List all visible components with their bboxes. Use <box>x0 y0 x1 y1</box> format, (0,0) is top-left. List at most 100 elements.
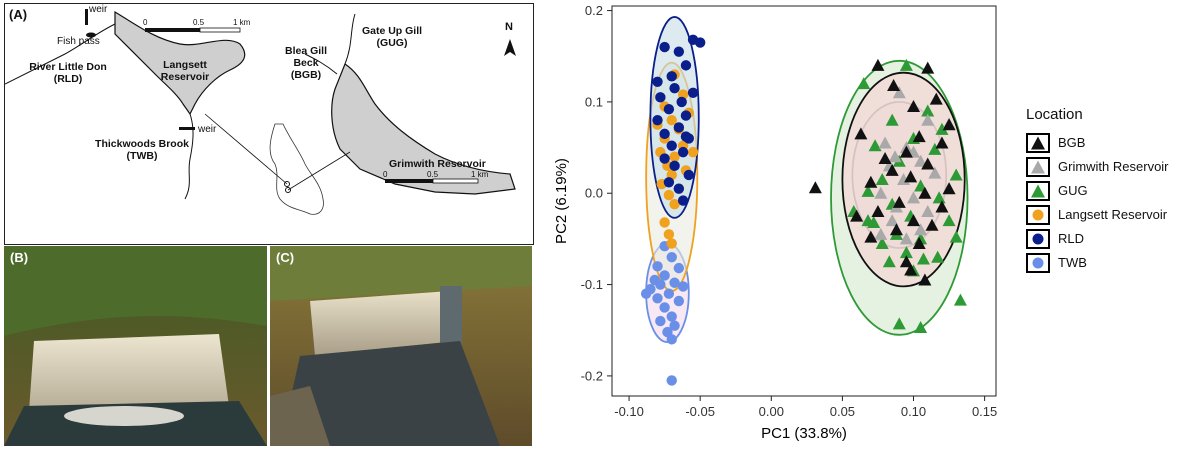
photo-b-weir: (B) <box>4 246 267 446</box>
point-rld <box>663 177 675 188</box>
panel-label-b: (B) <box>10 250 29 265</box>
point-rld <box>666 140 677 151</box>
data-points <box>640 34 967 386</box>
point-gug <box>857 77 871 90</box>
point-bgb <box>892 195 906 208</box>
point-langsett-reservoir <box>659 217 670 228</box>
point-gug <box>935 122 949 135</box>
point-gug <box>928 142 942 155</box>
point-gug <box>868 139 882 152</box>
point-bgb <box>899 255 913 268</box>
point-twb <box>666 251 677 263</box>
point-rld <box>677 195 689 206</box>
weir-label-twb: weir <box>198 124 217 135</box>
point-twb <box>663 288 675 299</box>
point-twb <box>652 261 663 272</box>
point-twb <box>669 320 680 331</box>
point-bgb <box>871 205 885 218</box>
photo-c-weir: (C) <box>270 246 532 446</box>
point-langsett-reservoir <box>669 198 680 210</box>
point-twb <box>666 334 677 345</box>
scale2-mid: 0.5 <box>427 170 439 179</box>
legend-item-label: Grimwith Reservoir <box>1058 159 1169 174</box>
langsett-label-1: Langsett <box>163 59 207 71</box>
point-bgb <box>854 127 868 140</box>
y-tick-label: -0.2 <box>581 368 603 383</box>
confidence-ellipses <box>645 16 969 344</box>
legend-item-label: Langsett Reservoir <box>1058 207 1168 222</box>
uk-outline <box>269 123 324 215</box>
legend-item-label: RLD <box>1058 231 1085 246</box>
point-gug <box>932 191 946 204</box>
point-gug <box>875 236 889 249</box>
panel-label-a: (A) <box>9 7 28 22</box>
point-gug <box>861 214 875 227</box>
point-gug <box>942 214 956 227</box>
point-gug <box>899 246 913 259</box>
point-gug <box>914 179 928 192</box>
weir-label-top: weir <box>89 4 108 15</box>
point-rld <box>652 76 663 88</box>
point-bgb <box>912 236 926 249</box>
point-bgb <box>929 92 943 105</box>
gug-label-1: Gate Up Gill <box>361 25 423 37</box>
point-rld <box>680 60 692 71</box>
point-bgb <box>878 152 892 165</box>
x-tick-label: 0.00 <box>759 404 784 419</box>
point-bgb <box>808 181 822 194</box>
point-rld <box>655 92 666 103</box>
point-bgb <box>942 118 956 131</box>
point-rld <box>669 83 680 94</box>
point-gug <box>885 113 899 126</box>
point-twb <box>655 279 666 290</box>
legend-key <box>1026 253 1050 273</box>
point-rld <box>673 183 685 194</box>
point-bgb <box>904 263 918 276</box>
scale2-end: 1 km <box>471 170 489 179</box>
legend-title: Location <box>1026 106 1083 123</box>
legend-key <box>1026 229 1050 249</box>
y-tick-label: 0.1 <box>585 94 603 109</box>
x-tick-label: -0.10 <box>614 404 644 419</box>
point-twb <box>645 283 656 295</box>
point-langsett-reservoir <box>666 114 677 126</box>
point-bgb <box>871 58 885 71</box>
point-langsett-reservoir <box>669 151 680 162</box>
point-bgb <box>935 200 949 213</box>
point-bgb <box>921 157 935 170</box>
point-rld <box>680 110 692 121</box>
point-rld <box>673 46 685 57</box>
point-twb <box>659 302 670 313</box>
legend-key <box>1026 133 1050 153</box>
legend-key <box>1026 157 1050 177</box>
point-bgb <box>864 230 878 243</box>
fish-pass-label: Fish pass <box>57 36 100 47</box>
plot-frame <box>611 5 997 397</box>
point-langsett-reservoir <box>663 229 675 240</box>
point-bgb <box>921 61 935 74</box>
point-bgb <box>887 78 901 91</box>
point-langsett-reservoir <box>666 238 677 249</box>
pca-chart: -0.10 -0.05 0.00 0.05 0.10 0.15 -0.2 -0.1 0.0 0.… <box>548 0 1200 448</box>
scale1-mid: 0.5 <box>193 18 205 27</box>
point-gug <box>949 168 963 181</box>
point-gug <box>953 293 967 306</box>
fish-icon <box>86 32 96 38</box>
point-bgb <box>925 218 939 231</box>
legend-item-label: BGB <box>1058 135 1086 150</box>
point-twb <box>677 281 689 292</box>
langsett-label-2: Reservoir <box>160 71 210 83</box>
twb-label-1: Thickwoods Brook <box>95 138 189 150</box>
point-grimwith-reservoir <box>914 223 928 236</box>
point-gug <box>892 317 906 330</box>
point-twb <box>666 311 677 322</box>
point-bgb <box>918 186 932 199</box>
point-rld <box>659 128 670 140</box>
point-twb <box>652 293 663 304</box>
point-grimwith-reservoir <box>921 113 935 126</box>
point-twb <box>655 315 666 327</box>
x-tick-label: 0.10 <box>901 404 926 419</box>
x-tick-label: 0.15 <box>972 404 997 419</box>
point-twb <box>673 262 685 274</box>
twb-label-2: (TWB) <box>126 150 158 162</box>
